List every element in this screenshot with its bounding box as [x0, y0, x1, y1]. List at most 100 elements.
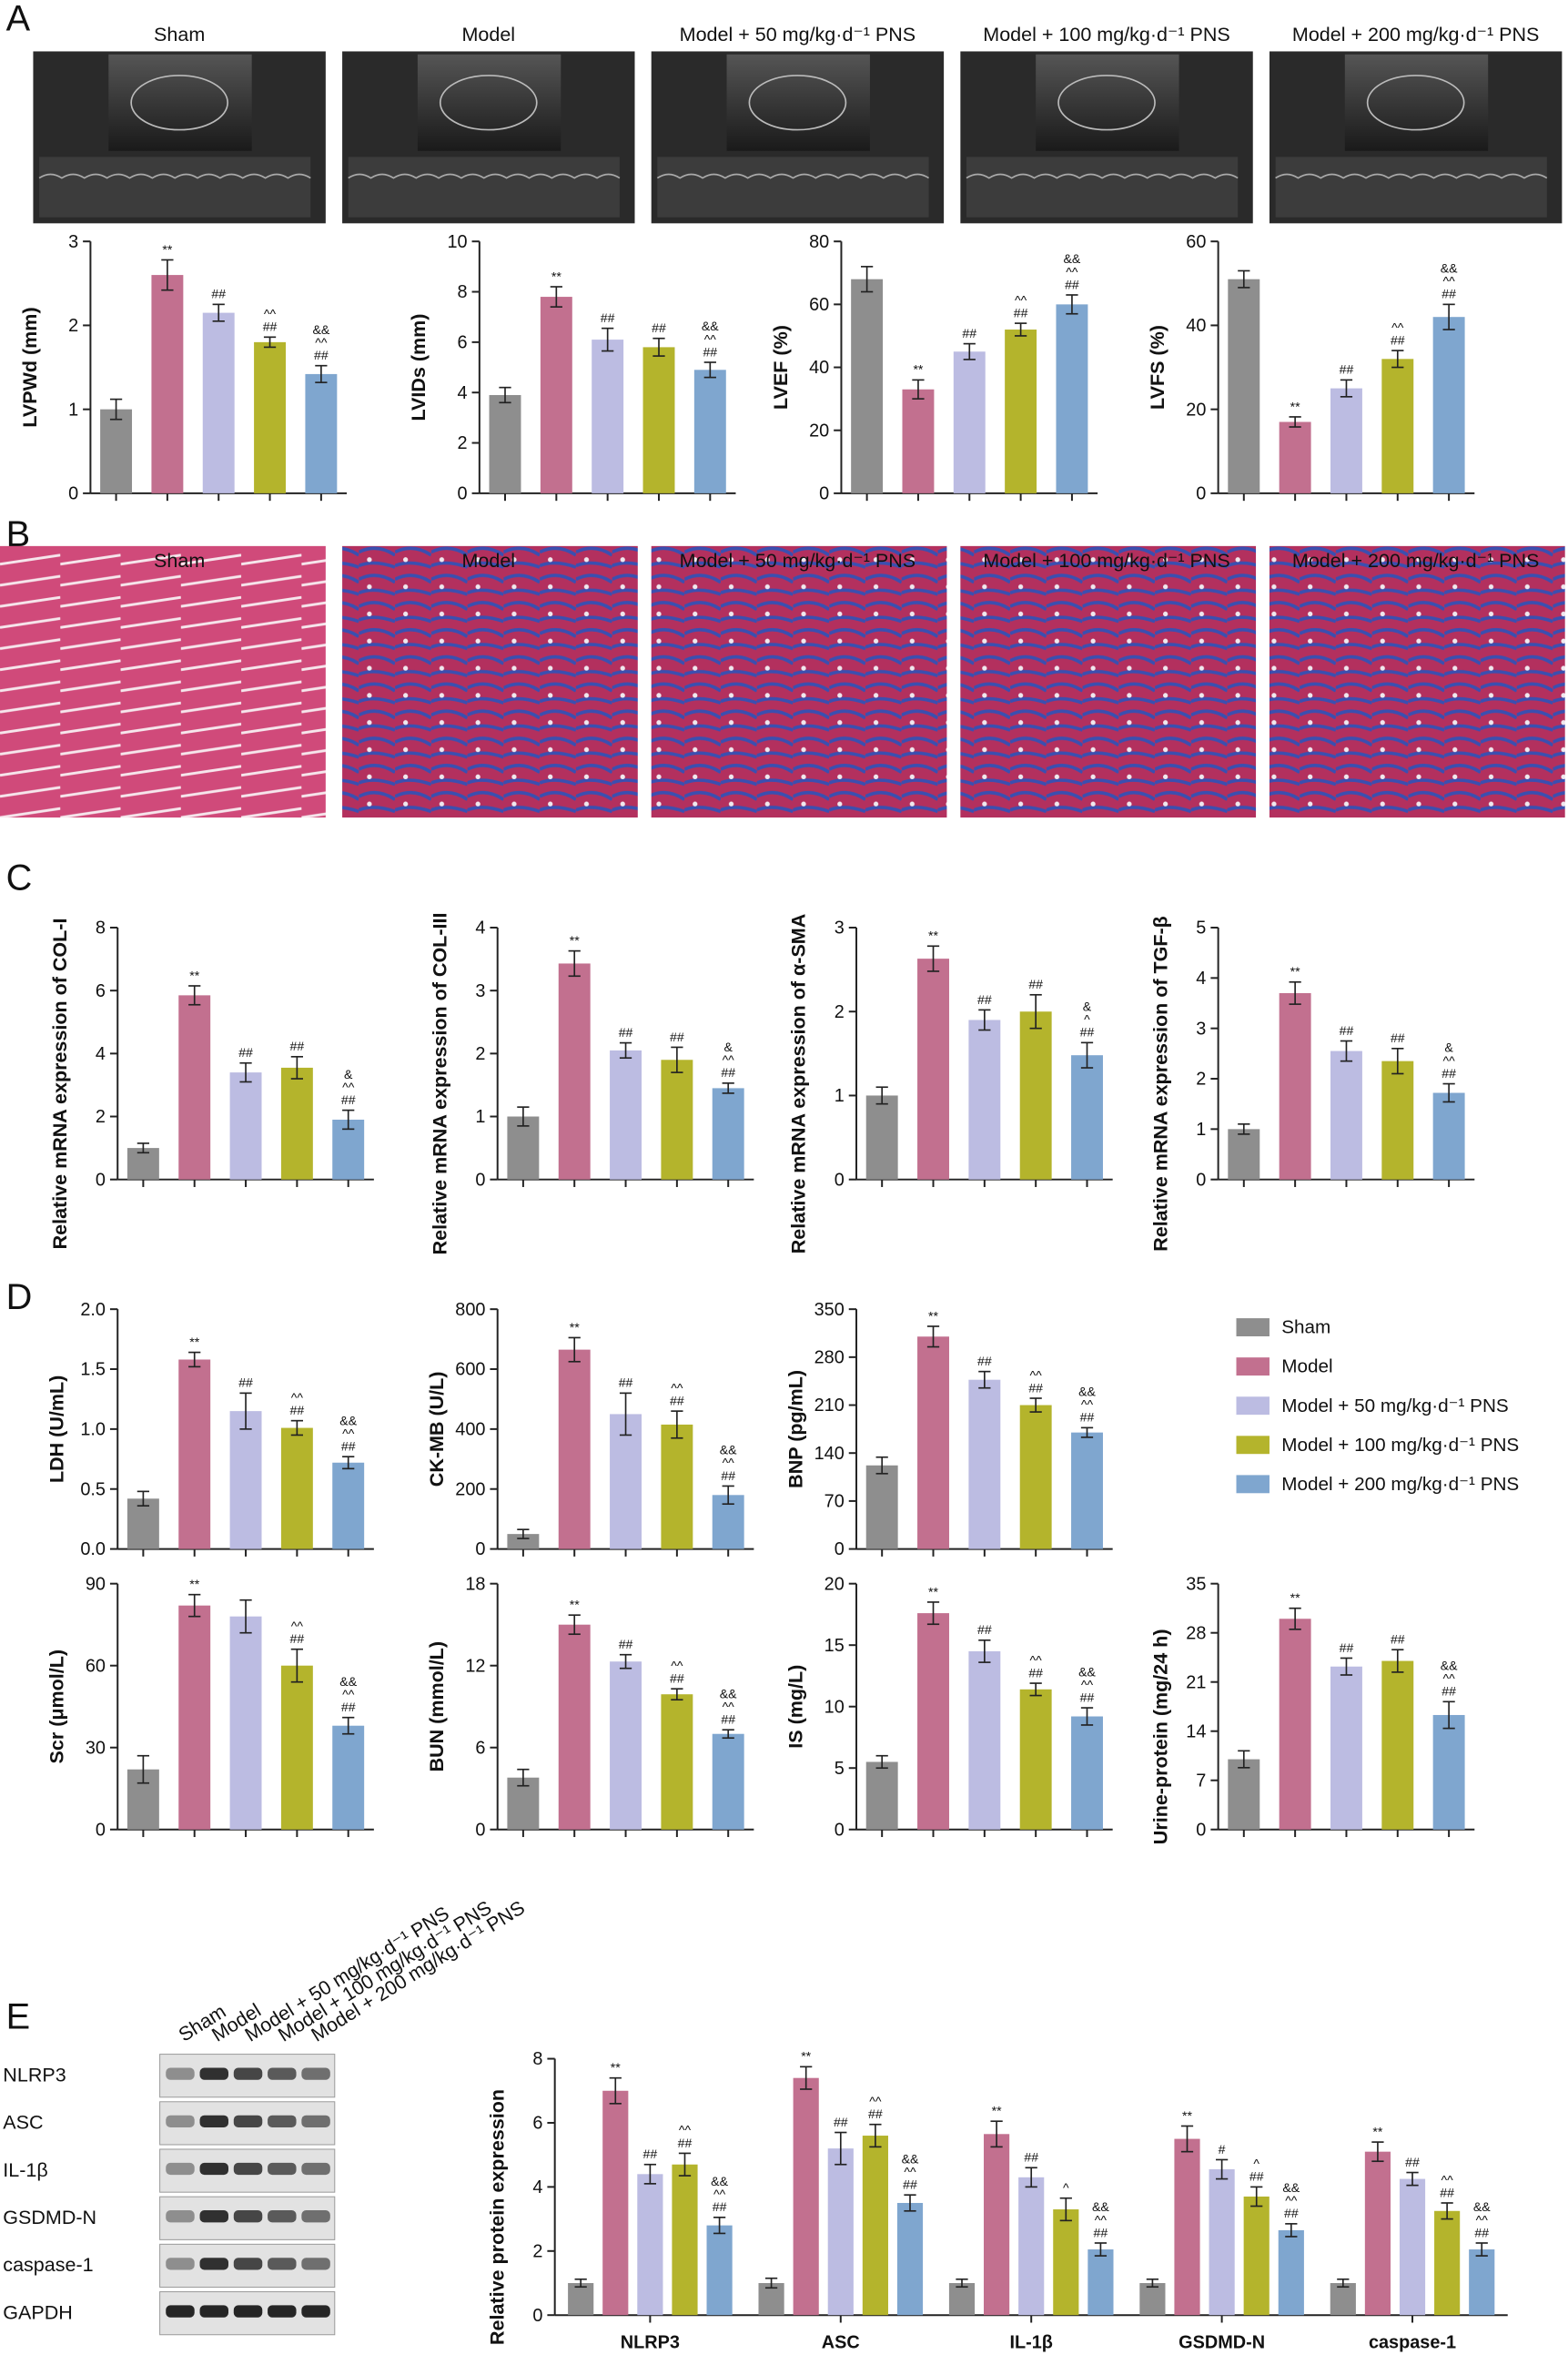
error-bar	[703, 361, 716, 379]
y-tick-label: 4	[532, 2177, 542, 2198]
significance-label: ##	[238, 1045, 253, 1060]
significance-label: &&	[720, 1443, 737, 1457]
y-tick-label: 1	[475, 1107, 485, 1127]
blot-band	[199, 2162, 228, 2176]
error-bar	[956, 2278, 968, 2289]
legend-label: Model	[1281, 1356, 1332, 1377]
error-bar	[671, 1688, 683, 1701]
x-tick-label: ASC	[822, 2333, 860, 2353]
significance-label: ^^	[291, 1390, 304, 1405]
bar	[1330, 1051, 1362, 1180]
y-tick-label: 35	[1186, 1574, 1206, 1594]
y-tick-label: 6	[532, 2114, 542, 2134]
significance-label: ##	[670, 1030, 684, 1044]
image-title: Model	[461, 24, 515, 46]
bar	[1330, 1666, 1362, 1830]
legend-swatch	[1236, 1475, 1270, 1494]
bar	[896, 2202, 924, 2316]
y-tick-label: 2	[96, 1107, 106, 1127]
image-title: Model + 50 mg/kg·d⁻¹ PNS	[680, 550, 916, 572]
significance-label: ^	[1063, 2180, 1069, 2195]
error-bar	[1238, 1750, 1250, 1769]
significance-label: ^^	[1391, 320, 1404, 334]
error-bar	[1441, 2202, 1453, 2220]
blot-band	[233, 2305, 263, 2318]
bar	[1053, 2209, 1079, 2316]
significance-label: ^^	[679, 2123, 692, 2137]
significance-label: ^^	[1081, 1397, 1094, 1412]
bar	[1139, 2282, 1166, 2316]
image-title: Model + 50 mg/kg·d⁻¹ PNS	[680, 24, 916, 46]
bar	[865, 1761, 898, 1830]
y-axis-label: LVEF (%)	[770, 325, 792, 410]
error-bar	[722, 1082, 734, 1094]
y-tick-label: 0	[475, 1539, 485, 1559]
significance-label: ##	[1249, 2169, 1264, 2184]
significance-label: ^^	[671, 1659, 683, 1673]
error-bar	[550, 286, 562, 308]
bar	[917, 959, 949, 1180]
bar	[862, 2136, 888, 2316]
y-tick-label: 10	[447, 232, 467, 252]
legend-label: Model + 200 mg/kg·d⁻¹ PNS	[1281, 1474, 1519, 1495]
blot-band	[166, 2210, 195, 2223]
y-tick-label: 60	[809, 295, 829, 315]
error-bar	[978, 1009, 991, 1031]
m-mode-trace	[38, 173, 311, 179]
m-mode-strip	[966, 157, 1239, 218]
bar	[540, 297, 572, 493]
y-tick-label: 21	[1186, 1672, 1206, 1692]
significance-label: &&	[1064, 251, 1081, 266]
error-bar	[963, 342, 976, 360]
y-axis-label: Relative mRNA expression of COL-III	[429, 913, 450, 1255]
image-title: Model + 100 mg/kg·d⁻¹ PNS	[983, 24, 1229, 46]
bar	[229, 1616, 262, 1830]
significance-label: ^^	[723, 1456, 735, 1470]
error-bar	[1391, 350, 1404, 369]
histology-image	[342, 545, 638, 818]
image-title: Model + 200 mg/kg·d⁻¹ PNS	[1292, 550, 1539, 572]
significance-label: ^^	[315, 335, 328, 350]
error-bar	[188, 985, 201, 1006]
error-bar	[239, 1061, 252, 1083]
image-title: Sham	[154, 24, 205, 46]
significance-label: ##	[1405, 2155, 1420, 2169]
blot-band	[166, 2067, 195, 2080]
bar	[793, 2077, 819, 2316]
bar	[1019, 1405, 1052, 1549]
y-axis-label: LVPWd (mm)	[19, 307, 41, 427]
y-tick-label: 2	[1196, 1070, 1206, 1090]
bar	[827, 2148, 854, 2316]
y-tick-label: 4	[1196, 969, 1206, 989]
error-bar	[1080, 1426, 1094, 1438]
blot-band	[199, 2258, 228, 2270]
bar	[661, 1424, 693, 1549]
significance-label: ##	[1440, 2185, 1454, 2199]
significance-label: &&	[312, 322, 329, 337]
y-axis-label: CK-MB (U/L)	[426, 1372, 448, 1487]
y-tick-label: 10	[824, 1697, 845, 1717]
significance-label: ##	[619, 1025, 633, 1040]
significance-label: **	[570, 1598, 580, 1612]
significance-label: ##	[721, 1065, 735, 1080]
significance-label: ##	[1442, 287, 1456, 301]
bar	[126, 1498, 159, 1549]
y-tick-label: 1.0	[80, 1420, 106, 1440]
significance-label: &&	[339, 1413, 357, 1427]
echo-sector	[726, 54, 870, 151]
bar	[672, 2164, 698, 2316]
significance-label: ##	[713, 2199, 727, 2214]
y-tick-label: 12	[465, 1656, 485, 1676]
error-bar	[1289, 1607, 1301, 1630]
echo-ventricle	[748, 75, 847, 131]
error-bar	[499, 386, 511, 404]
error-bar	[1250, 2186, 1263, 2208]
error-bar	[800, 2066, 813, 2090]
y-tick-label: 0	[458, 484, 468, 504]
error-bar	[1238, 1122, 1250, 1135]
legend-swatch	[1236, 1436, 1270, 1455]
significance-label: ^^	[713, 2187, 726, 2201]
bar	[902, 389, 935, 493]
error-bar	[978, 1639, 991, 1663]
significance-label: **	[1290, 964, 1300, 979]
